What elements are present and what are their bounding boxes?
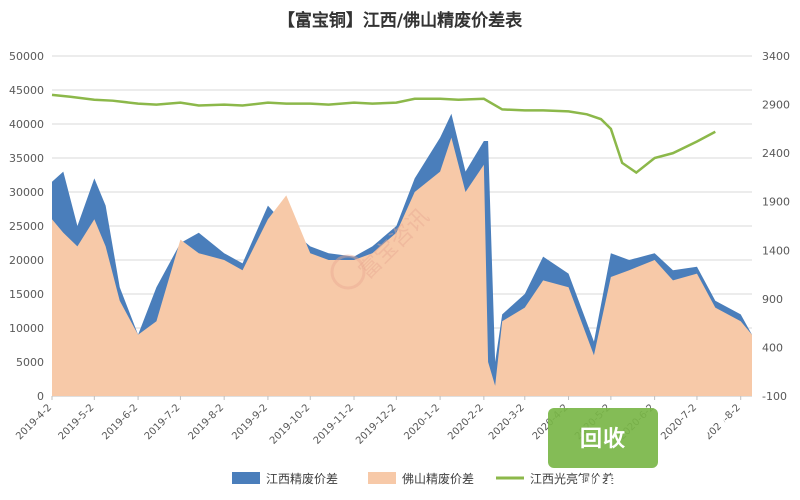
x-tick-label: 2019-4-2 (14, 402, 54, 442)
y-tick-label: 35000 (9, 152, 44, 165)
legend-label: 佛山精废价差 (402, 471, 474, 486)
y-tick-label: 40000 (9, 118, 44, 131)
x-tick-label: 2019-8-2 (186, 402, 226, 442)
y-tick-label: 10000 (9, 322, 44, 335)
y2-tick-label: 900 (762, 293, 783, 306)
line-series (51, 93, 716, 175)
x-tick-label: 2020-1-2 (402, 402, 442, 442)
x-tick-label: 2020-3-2 (487, 402, 527, 442)
legend-label: 江西精废价差 (266, 471, 338, 486)
logo-sub-text: HUISHOUREN (576, 474, 752, 499)
legend-label: 江西光亮铜价差 (530, 471, 614, 486)
y-tick-label: 30000 (9, 186, 44, 199)
y-tick-label: 50000 (9, 50, 44, 63)
x-tick-label: 2019-9-2 (230, 402, 270, 442)
x-tick-label: 2019-6-2 (100, 402, 140, 442)
y2-tick-label: 2400 (762, 147, 790, 160)
right-axis-ticks: -100 400 900 1400 1900 2400 2900 3400 (762, 50, 790, 403)
y2-tick-label: -100 (762, 390, 787, 403)
left-axis-ticks: 0 5000 10000 15000 20000 25000 30000 35000 40000… (9, 50, 44, 403)
y-tick-label: 25000 (9, 220, 44, 233)
area-series (52, 113, 752, 397)
y-tick-label: 20000 (9, 254, 44, 267)
x-tick-label: 2020-7-2 (659, 402, 699, 442)
logo-badge (548, 408, 658, 468)
y2-tick-label: 400 (762, 341, 783, 354)
y-tick-label: 0 (37, 390, 44, 403)
legend-swatch (368, 472, 396, 484)
y-tick-label: 45000 (9, 84, 44, 97)
legend-swatch (232, 472, 260, 484)
logo-main-text: 回收 (580, 426, 626, 452)
x-tick-label: 2019-7-2 (143, 402, 183, 442)
legend: 江西精废价差 佛山精废价差 江西光亮铜价差 (232, 471, 614, 486)
area-佛山精废价差 (52, 137, 752, 396)
y2-tick-label: 1900 (762, 196, 790, 209)
y2-tick-label: 1400 (762, 244, 790, 257)
line-江西光亮铜价差 (51, 93, 716, 175)
y2-tick-label: 3400 (762, 50, 790, 63)
x-tick-label: 2019-10-2 (268, 402, 312, 446)
y-tick-label: 5000 (16, 356, 44, 369)
x-tick-label: 2019-5-2 (57, 402, 97, 442)
chart-title: 【富宝铜】江西/佛山精废价差表 (278, 10, 523, 31)
x-tick-label: 2020-2-2 (446, 402, 486, 442)
y-tick-label: 15000 (9, 288, 44, 301)
logo-figure-icon (687, 405, 748, 463)
site-logo: 回收 HUISHOUREN (548, 405, 752, 499)
x-tick-label: 2019-11-2 (312, 402, 356, 446)
y2-tick-label: 2900 (762, 99, 790, 112)
x-tick-label: 2019-12-2 (354, 402, 398, 446)
